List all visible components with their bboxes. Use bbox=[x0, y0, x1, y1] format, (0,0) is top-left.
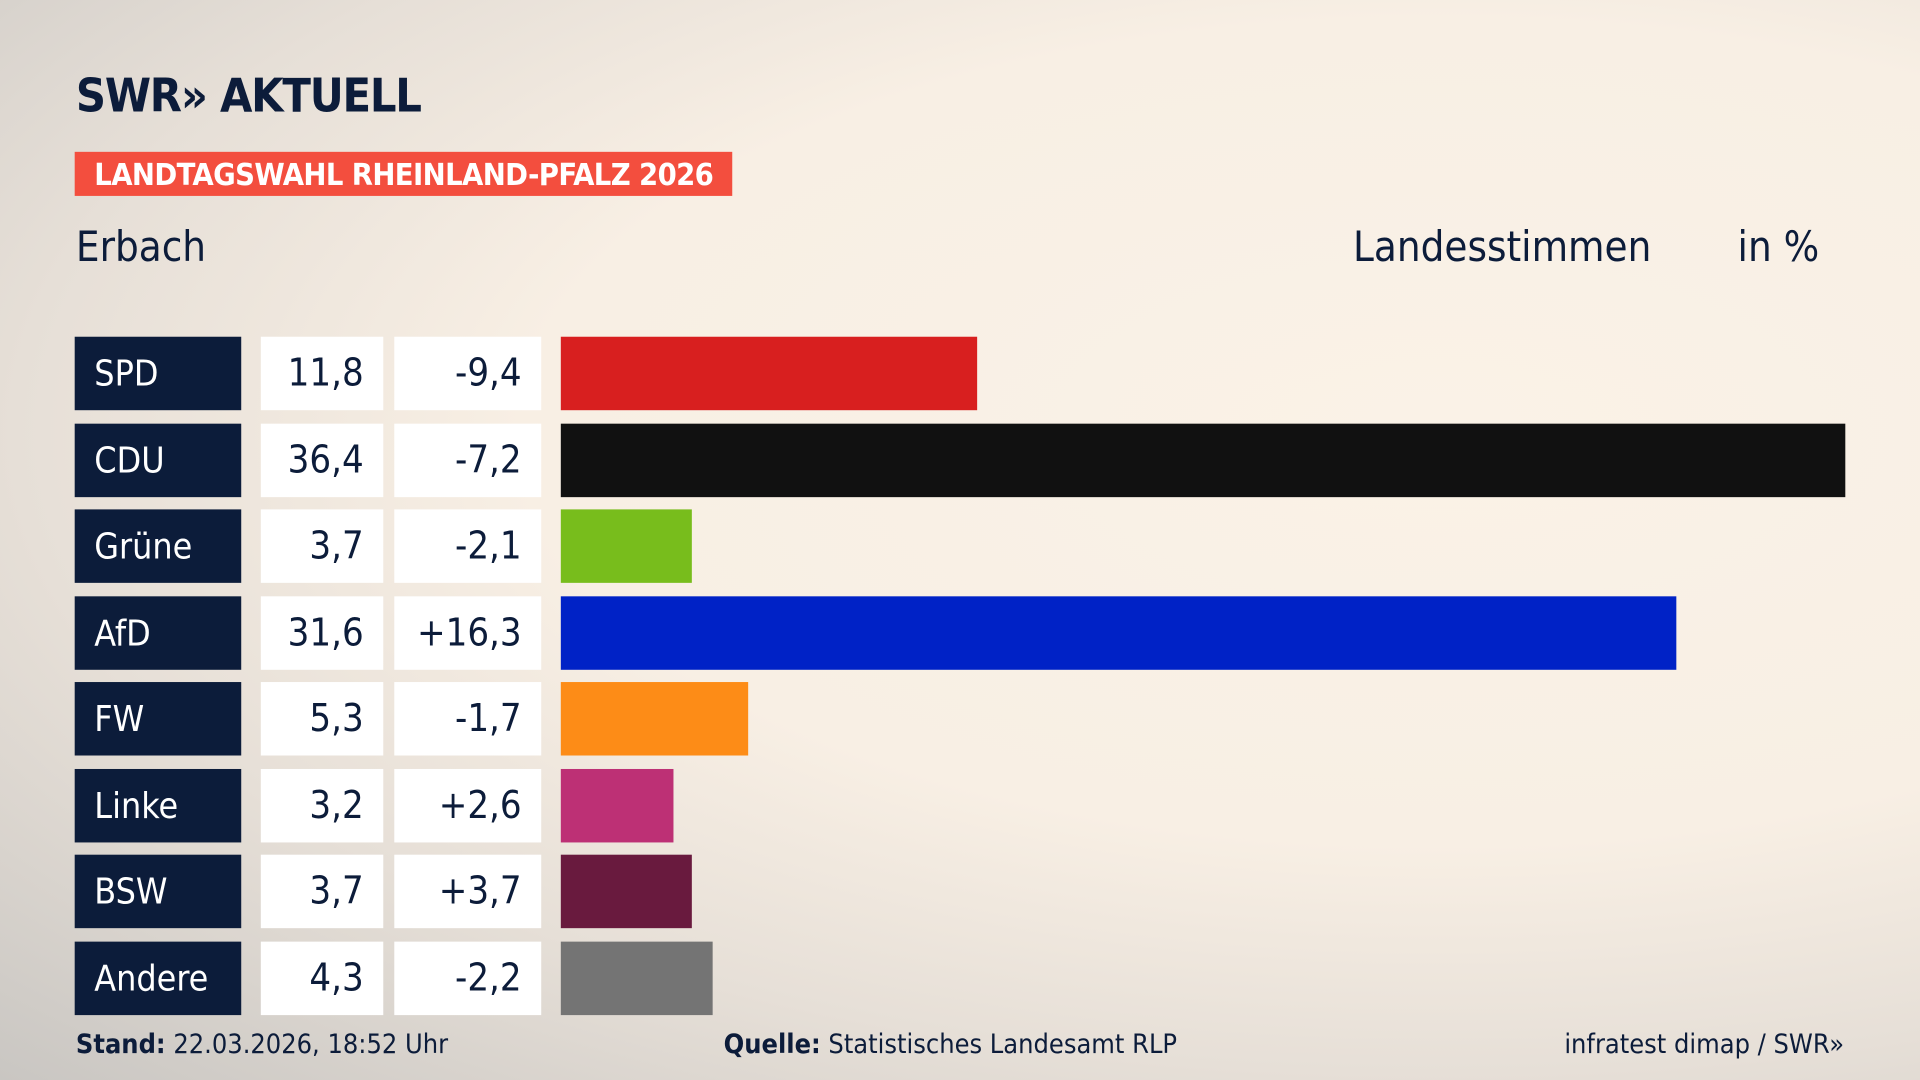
party-bar bbox=[560, 768, 674, 842]
party-diff: +16,3 bbox=[394, 595, 542, 670]
election-badge: LANDTAGSWAHL RHEINLAND-PFALZ 2026 bbox=[74, 151, 733, 196]
party-diff: -7,2 bbox=[394, 423, 542, 497]
stand-value: 22.03.2026, 18:52 Uhr bbox=[173, 1029, 449, 1061]
party-diff: +2,6 bbox=[394, 768, 542, 842]
party-bar bbox=[560, 854, 692, 929]
vote-type: Landesstimmen bbox=[1353, 222, 1652, 272]
swr-aktuell-logo: SWR» AKTUELL bbox=[75, 68, 422, 123]
party-name: FW bbox=[74, 682, 242, 756]
party-value: 36,4 bbox=[260, 423, 384, 497]
place-title: Erbach bbox=[75, 222, 207, 272]
party-value: 11,8 bbox=[260, 336, 384, 411]
party-name: Andere bbox=[74, 941, 242, 1015]
party-bar bbox=[560, 423, 1846, 497]
source-label: Quelle: bbox=[723, 1029, 821, 1061]
party-diff: -2,1 bbox=[394, 509, 542, 583]
party-name: BSW bbox=[74, 854, 242, 929]
timestamp: Stand: 22.03.2026, 18:52 Uhr bbox=[76, 1030, 448, 1061]
party-bar bbox=[560, 509, 692, 583]
party-diff: -9,4 bbox=[394, 336, 542, 411]
party-name: Grüne bbox=[74, 509, 242, 583]
party-name: AfD bbox=[74, 595, 242, 670]
party-diff: +3,7 bbox=[394, 854, 542, 929]
party-bar bbox=[560, 336, 978, 411]
party-value: 3,2 bbox=[260, 768, 384, 842]
party-bar bbox=[560, 941, 713, 1015]
party-diff: -1,7 bbox=[394, 682, 542, 756]
party-bar bbox=[560, 595, 1676, 670]
party-value: 3,7 bbox=[260, 854, 384, 929]
party-name: CDU bbox=[74, 423, 242, 497]
party-value: 3,7 bbox=[260, 509, 384, 583]
source-value: Statistisches Landesamt RLP bbox=[828, 1029, 1178, 1061]
party-value: 31,6 bbox=[260, 595, 384, 670]
party-name: SPD bbox=[74, 336, 242, 411]
party-value: 4,3 bbox=[260, 941, 384, 1015]
credit: infratest dimap / SWR» bbox=[1564, 1029, 1845, 1061]
source: Quelle: Statistisches Landesamt RLP bbox=[724, 1030, 1177, 1061]
unit-label: in % bbox=[1737, 222, 1820, 272]
party-bar bbox=[560, 682, 748, 756]
party-diff: -2,2 bbox=[394, 941, 542, 1015]
stand-label: Stand: bbox=[75, 1029, 166, 1061]
party-name: Linke bbox=[74, 768, 242, 842]
party-value: 5,3 bbox=[260, 682, 384, 756]
